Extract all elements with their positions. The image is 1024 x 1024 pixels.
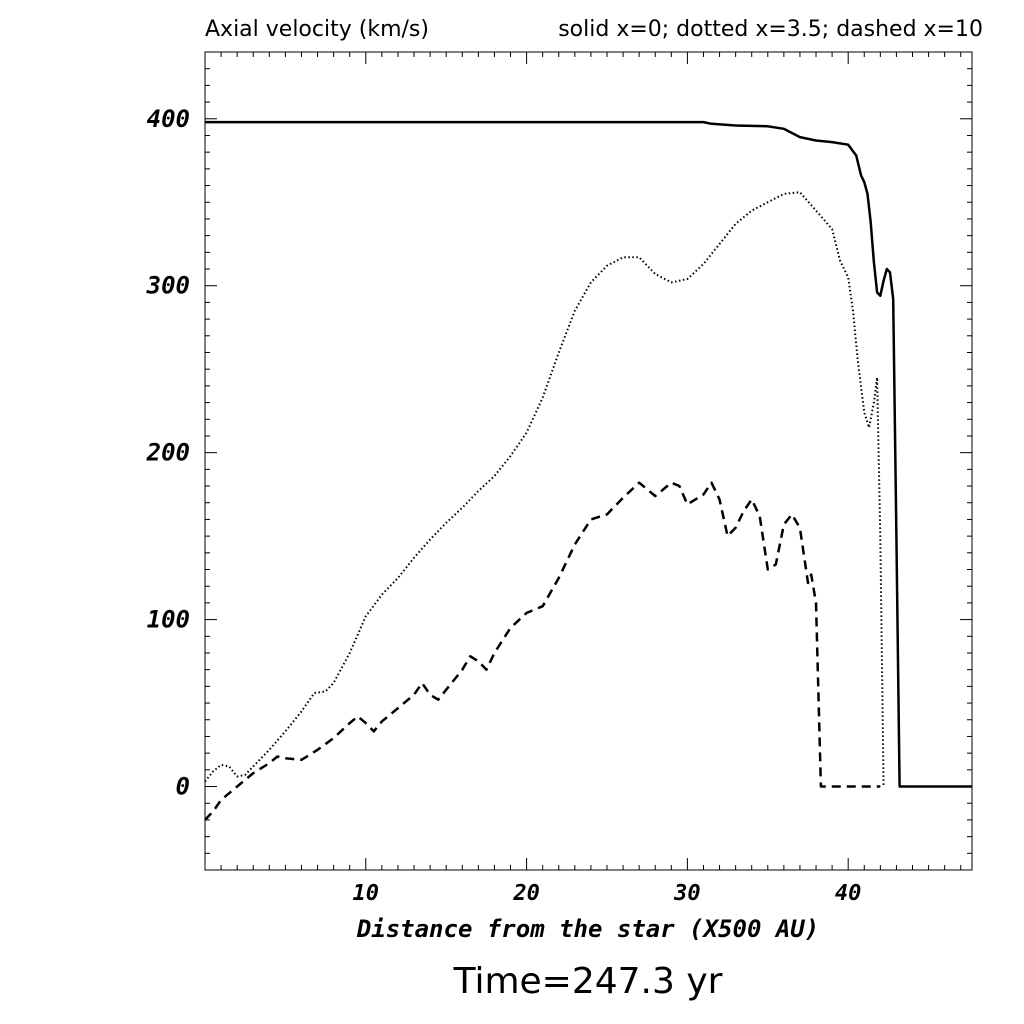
y-tick-label: 0 — [176, 773, 190, 801]
plot-frame — [204, 51, 973, 871]
series-line-solid — [205, 120, 972, 788]
x-axis: 10 20 30 40 — [220, 52, 962, 906]
y-axis: 0 100 200 300 400 — [146, 51, 972, 871]
x-tick-label: 40 — [835, 881, 862, 906]
legend-text: solid x=0; dotted x=3.5; dashed x=10 — [558, 17, 983, 42]
series-line-dotted — [204, 191, 885, 787]
series-layer — [204, 120, 972, 821]
x-tick-label: 10 — [353, 881, 380, 906]
x-axis-label: Distance from the star (X500 AU) — [356, 915, 819, 943]
chart-title: Axial velocity (km/s) — [205, 17, 429, 42]
y-tick-label: 300 — [146, 272, 190, 300]
y-tick-label: 100 — [147, 606, 190, 634]
series-line-dashed — [204, 481, 881, 821]
time-label: Time=247.3 yr — [453, 961, 723, 1002]
y-tick-label: 400 — [147, 105, 190, 133]
x-tick-label: 30 — [673, 881, 701, 906]
x-tick-label: 20 — [512, 881, 540, 906]
y-tick-label: 200 — [146, 439, 190, 467]
